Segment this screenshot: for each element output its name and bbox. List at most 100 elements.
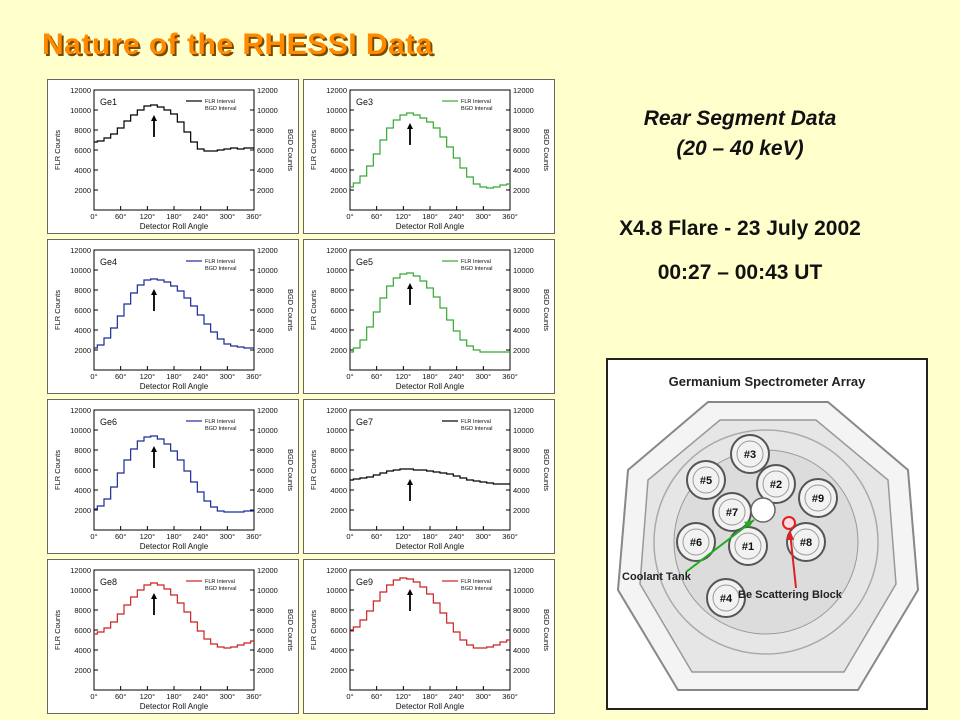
legend-bgd: BGD Interval xyxy=(461,586,492,592)
y-tick-label: 8000 xyxy=(74,126,91,135)
y-tick-label: 8000 xyxy=(74,606,91,615)
x-tick-label: 60° xyxy=(115,532,126,541)
y-tick-label-right: 8000 xyxy=(513,446,530,455)
y-tick-label: 2000 xyxy=(330,666,347,675)
detector-label: #3 xyxy=(744,449,756,461)
y-tick-label: 6000 xyxy=(330,146,347,155)
detector-name: Ge8 xyxy=(100,577,117,587)
legend-bgd: BGD Interval xyxy=(461,266,492,272)
chart-svg: 2000 2000 4000 4000 6000 6000 8000 8000 10000 100… xyxy=(53,406,295,551)
y-tick-label: 2000 xyxy=(330,346,347,355)
y-tick-label-right: 4000 xyxy=(257,486,274,495)
y-tick-label-right: 12000 xyxy=(257,566,278,575)
array-ring xyxy=(653,429,879,655)
detector-label: #5 xyxy=(700,475,712,487)
y-tick-label: 12000 xyxy=(70,406,91,415)
y-tick-label: 2000 xyxy=(74,346,91,355)
y-tick-label: 6000 xyxy=(74,306,91,315)
legend-flr: FLR Interval xyxy=(461,419,491,425)
x-tick-label: 180° xyxy=(166,372,182,381)
y-axis-label-right: BGD Counts xyxy=(286,289,295,331)
legend-flr: FLR Interval xyxy=(461,259,491,265)
y-tick-label-right: 12000 xyxy=(513,406,534,415)
x-tick-label: 0° xyxy=(346,692,353,701)
y-axis-label-left: FLR Counts xyxy=(309,290,318,330)
x-tick-label: 60° xyxy=(115,372,126,381)
y-tick-label-right: 4000 xyxy=(513,326,530,335)
plot-frame xyxy=(349,409,511,531)
x-tick-label: 240° xyxy=(193,212,209,221)
x-tick-label: 60° xyxy=(371,532,382,541)
detector-ring xyxy=(734,532,762,560)
detector-ring xyxy=(792,528,820,556)
y-tick-label-right: 10000 xyxy=(257,426,278,435)
y-axis-label-left: FLR Counts xyxy=(53,290,62,330)
x-tick-label: 60° xyxy=(115,212,126,221)
detector-name: Ge4 xyxy=(100,257,117,267)
y-tick-label: 12000 xyxy=(326,406,347,415)
x-tick-label: 0° xyxy=(90,372,97,381)
y-tick-label: 6000 xyxy=(330,306,347,315)
chart-svg: 2000 2000 4000 4000 6000 6000 8000 8000 10000 100… xyxy=(53,566,295,711)
y-axis-label-left: FLR Counts xyxy=(309,450,318,490)
y-tick-label: 8000 xyxy=(330,286,347,295)
detector-name: Ge6 xyxy=(100,417,117,427)
y-tick-label: 10000 xyxy=(70,266,91,275)
y-tick-label: 12000 xyxy=(326,246,347,255)
y-axis-label-right: BGD Counts xyxy=(286,449,295,491)
series-line xyxy=(94,278,254,349)
y-tick-label-right: 6000 xyxy=(257,146,274,155)
series-line xyxy=(94,582,254,649)
y-tick-label-right: 8000 xyxy=(513,126,530,135)
y-tick-label-right: 10000 xyxy=(513,586,534,595)
y-tick-label-right: 4000 xyxy=(513,166,530,175)
x-axis-label: Detector Roll Angle xyxy=(140,702,209,711)
y-tick-label-right: 12000 xyxy=(513,566,534,575)
y-axis-label-right: BGD Counts xyxy=(542,609,551,651)
y-tick-label: 8000 xyxy=(330,446,347,455)
legend-bgd: BGD Interval xyxy=(461,106,492,112)
slide-title: Nature of the RHESSI Data xyxy=(42,28,433,61)
x-tick-label: 240° xyxy=(193,692,209,701)
y-tick-label: 8000 xyxy=(330,606,347,615)
x-axis-label: Detector Roll Angle xyxy=(396,542,465,551)
chart-svg: 2000 2000 4000 4000 6000 6000 8000 8000 10000 100… xyxy=(309,246,551,391)
y-tick-label: 8000 xyxy=(74,446,91,455)
y-tick-label-right: 4000 xyxy=(513,486,530,495)
x-axis-label: Detector Roll Angle xyxy=(140,222,209,231)
y-tick-label-right: 6000 xyxy=(257,466,274,475)
x-tick-label: 120° xyxy=(396,372,412,381)
y-tick-label: 6000 xyxy=(330,466,347,475)
x-tick-label: 300° xyxy=(220,212,236,221)
x-tick-label: 60° xyxy=(115,692,126,701)
y-axis-label-left: FLR Counts xyxy=(309,130,318,170)
x-tick-label: 120° xyxy=(140,692,156,701)
y-tick-label: 12000 xyxy=(326,566,347,575)
chart-panel-ge9: 2000 2000 4000 4000 6000 6000 8000 8000 10000 100… xyxy=(303,559,555,714)
y-tick-label: 4000 xyxy=(330,646,347,655)
detector-name: Ge9 xyxy=(356,577,373,587)
chart-panel-ge6: 2000 2000 4000 4000 6000 6000 8000 8000 10000 100… xyxy=(47,399,299,554)
y-tick-label-right: 4000 xyxy=(257,166,274,175)
detector-name: Ge3 xyxy=(356,97,373,107)
chart-svg: 2000 2000 4000 4000 6000 6000 8000 8000 10000 100… xyxy=(309,86,551,231)
legend-bgd: BGD Interval xyxy=(205,586,236,592)
y-tick-label: 10000 xyxy=(326,106,347,115)
scatter-arrow-head xyxy=(786,530,794,540)
x-tick-label: 0° xyxy=(90,532,97,541)
array-drawing: Germanium Spectrometer Array #1#2#3#4#5#… xyxy=(616,374,920,691)
y-tick-label-right: 8000 xyxy=(513,286,530,295)
array-title: Germanium Spectrometer Array xyxy=(669,374,867,389)
y-tick-label: 4000 xyxy=(330,486,347,495)
y-tick-label: 12000 xyxy=(70,246,91,255)
subtitle-line-1: Rear Segment Data xyxy=(643,107,837,130)
x-tick-label: 60° xyxy=(371,212,382,221)
plot-frame xyxy=(93,89,255,211)
peak-arrow-head xyxy=(151,115,157,121)
y-tick-label-right: 2000 xyxy=(257,506,274,515)
legend-flr: FLR Interval xyxy=(205,419,235,425)
legend-bgd: BGD Interval xyxy=(205,426,236,432)
x-tick-label: 180° xyxy=(422,692,438,701)
subtitle-line-2: (20 – 40 keV) xyxy=(676,137,804,160)
y-tick-label: 10000 xyxy=(70,426,91,435)
